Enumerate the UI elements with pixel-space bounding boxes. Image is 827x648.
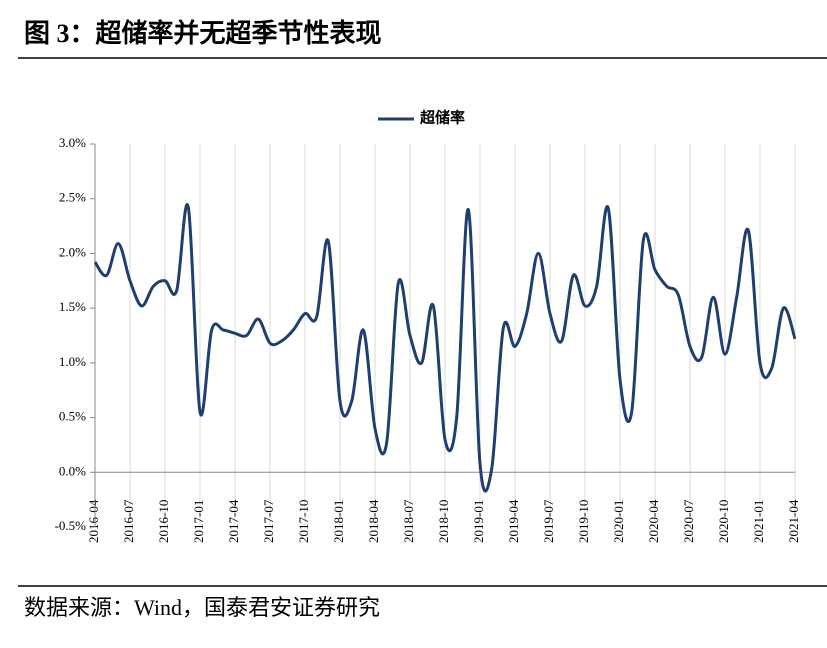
x-tick-label: 2021-01 bbox=[751, 500, 766, 543]
x-tick-label: 2017-10 bbox=[296, 500, 311, 543]
y-tick-label: 1.0% bbox=[59, 354, 86, 369]
y-tick-label: 2.0% bbox=[59, 244, 86, 259]
x-tick-label: 2020-01 bbox=[611, 500, 626, 543]
x-tick-label: 2016-10 bbox=[156, 500, 171, 543]
x-tick-label: 2020-07 bbox=[681, 499, 696, 543]
y-tick-label: 3.0% bbox=[59, 135, 86, 150]
y-tick-label: 0.0% bbox=[59, 463, 86, 478]
x-tick-label: 2019-07 bbox=[541, 499, 556, 543]
x-tick-label: 2019-04 bbox=[506, 499, 521, 543]
x-tick-label: 2016-04 bbox=[86, 499, 101, 543]
x-tick-label: 2019-10 bbox=[576, 500, 591, 543]
x-tick-label: 2018-01 bbox=[331, 500, 346, 543]
x-tick-label: 2019-01 bbox=[471, 500, 486, 543]
x-tick-label: 2018-07 bbox=[401, 499, 416, 543]
x-tick-label: 2017-01 bbox=[191, 500, 206, 543]
legend-label: 超储率 bbox=[419, 108, 465, 126]
x-tick-label: 2020-04 bbox=[646, 499, 661, 543]
source: 数据来源：Wind，国泰君安证券研究 bbox=[24, 595, 380, 620]
x-tick-label: 2020-10 bbox=[716, 500, 731, 543]
y-tick-label: 2.5% bbox=[59, 190, 86, 205]
x-tick-label: 2016-07 bbox=[121, 499, 136, 543]
x-tick-label: 2018-10 bbox=[436, 500, 451, 543]
x-tick-label: 2017-07 bbox=[261, 499, 276, 543]
y-tick-label: 0.5% bbox=[59, 409, 86, 424]
x-tick-label: 2018-04 bbox=[366, 499, 381, 543]
y-tick-label: 1.5% bbox=[59, 299, 86, 314]
x-tick-label: 2021-04 bbox=[786, 499, 801, 543]
x-tick-label: 2017-04 bbox=[226, 499, 241, 543]
y-tick-label: -0.5% bbox=[55, 518, 87, 533]
chart-title: 图 3：超储率并无超季节性表现 bbox=[24, 18, 382, 48]
series-line bbox=[93, 203, 797, 493]
